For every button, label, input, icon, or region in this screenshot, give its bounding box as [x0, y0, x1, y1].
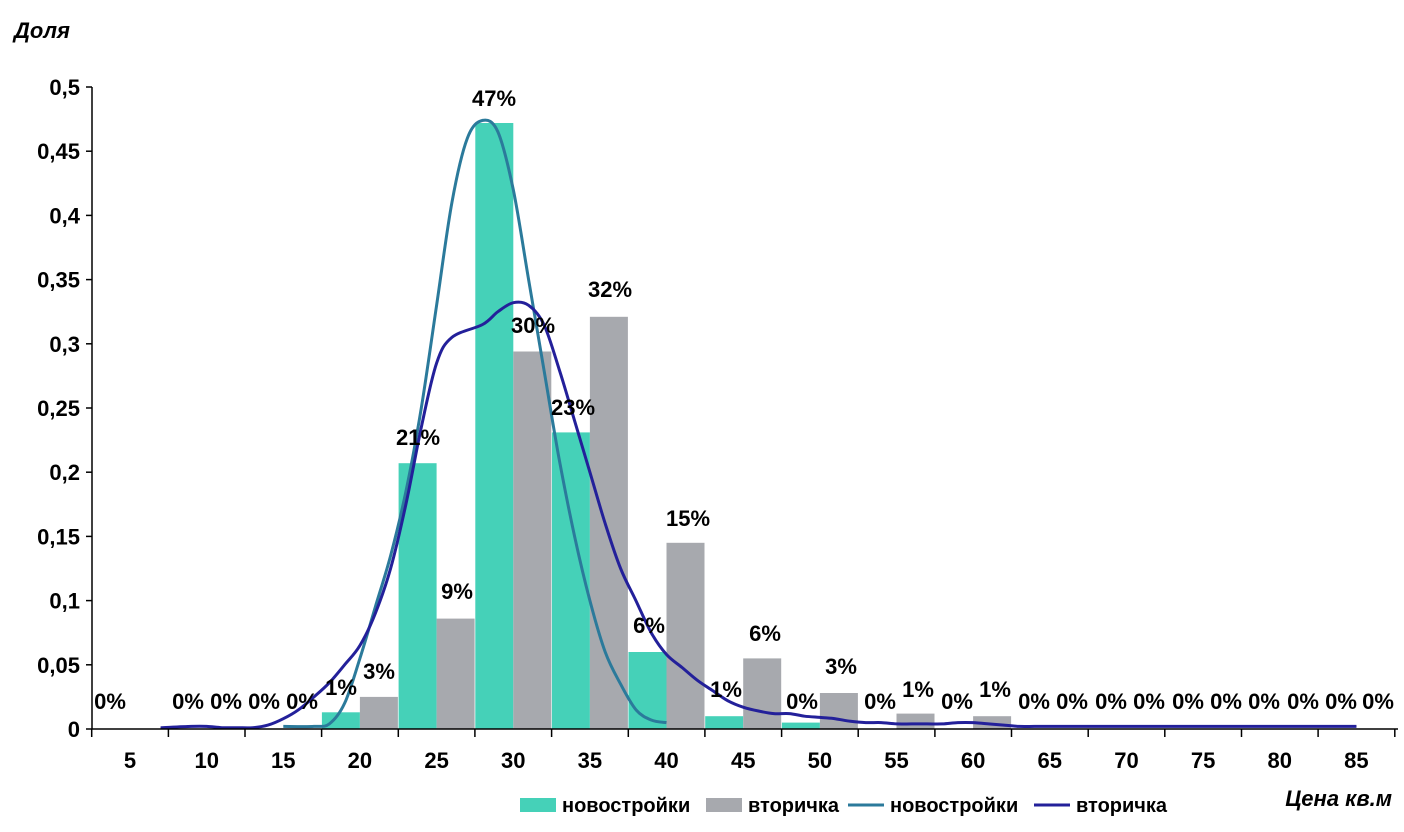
bar-secondary-35: [589, 316, 628, 729]
data-label: 47%: [472, 86, 516, 111]
bar-new-40: [628, 652, 667, 729]
y-tick-label: 0,4: [49, 203, 80, 228]
x-tick-label: 5: [124, 748, 136, 773]
x-tick-label: 85: [1344, 748, 1368, 773]
x-tick-label: 30: [501, 748, 525, 773]
data-label: 0%: [1210, 689, 1242, 714]
x-tick-label: 25: [424, 748, 448, 773]
data-label: 0%: [1018, 689, 1050, 714]
data-label: 6%: [749, 621, 781, 646]
data-label: 0%: [1133, 689, 1165, 714]
x-axis-title: Цена кв.м: [1285, 786, 1392, 811]
x-tick-label: 75: [1191, 748, 1215, 773]
x-tick-label: 40: [654, 748, 678, 773]
data-label: 21%: [396, 425, 440, 450]
x-tick-label: 35: [578, 748, 602, 773]
data-label: 0%: [286, 689, 318, 714]
data-label: 1%: [902, 677, 934, 702]
legend-label: вторичка: [748, 795, 840, 817]
data-label: 15%: [666, 506, 710, 531]
x-tick-label: 80: [1268, 748, 1292, 773]
y-tick-label: 0: [68, 717, 80, 742]
y-tick-label: 0,45: [37, 139, 80, 164]
bar-secondary-40: [666, 542, 705, 729]
data-label: 0%: [210, 689, 242, 714]
data-label: 23%: [551, 395, 595, 420]
data-label: 1%: [710, 677, 742, 702]
legend-label: вторичка: [1076, 795, 1168, 817]
data-label: 32%: [588, 277, 632, 302]
bar-secondary-55: [896, 713, 935, 729]
bar-new-50: [781, 722, 820, 729]
data-label: 0%: [1325, 689, 1357, 714]
data-label: 0%: [1248, 689, 1280, 714]
y-tick-label: 0,05: [37, 653, 80, 678]
y-axis-title: Доля: [12, 18, 70, 43]
x-tick-label: 20: [348, 748, 372, 773]
x-tick-label: 55: [884, 748, 908, 773]
data-label: 3%: [363, 659, 395, 684]
bar-secondary-50: [819, 693, 858, 729]
bar-new-30: [475, 123, 514, 729]
data-label: 0%: [1095, 689, 1127, 714]
curve-new: [283, 118, 667, 729]
lines-layer: [160, 118, 1357, 730]
legend-swatch-bar: [706, 798, 742, 812]
y-tick-label: 0,2: [49, 460, 80, 485]
data-label: 1%: [325, 675, 357, 700]
y-tick-label: 0,5: [49, 75, 80, 100]
data-label: 6%: [633, 613, 665, 638]
bar-new-45: [705, 716, 744, 729]
data-label: 0%: [248, 689, 280, 714]
data-label: 3%: [825, 654, 857, 679]
data-label: 0%: [172, 689, 204, 714]
bar-secondary-20: [359, 696, 398, 729]
bar-secondary-25: [436, 618, 475, 729]
y-tick-label: 0,35: [37, 268, 80, 293]
data-label: 0%: [864, 689, 896, 714]
data-label: 0%: [1362, 689, 1394, 714]
data-label: 30%: [511, 313, 555, 338]
y-tick-label: 0,3: [49, 332, 80, 357]
x-tick-label: 70: [1114, 748, 1138, 773]
data-label: 0%: [786, 689, 818, 714]
data-labels-layer: 0% 0% 0% 0% 0%1%3%21%9%47%30%23%32%6%15%1%6%…: [94, 86, 1394, 714]
y-tick-label: 0,25: [37, 396, 80, 421]
y-tick-label: 0,15: [37, 524, 80, 549]
x-tick-label: 65: [1038, 748, 1062, 773]
data-label: 0%: [94, 689, 126, 714]
data-label: 0%: [1287, 689, 1319, 714]
x-tick-label: 50: [808, 748, 832, 773]
x-tick-label: 10: [194, 748, 218, 773]
data-label: 0%: [1056, 689, 1088, 714]
x-tick-label: 15: [271, 748, 295, 773]
legend-label: новостройки: [890, 795, 1018, 817]
bar-new-20: [321, 712, 360, 729]
legend-swatch-bar: [520, 798, 556, 812]
x-tick-label: 45: [731, 748, 755, 773]
x-tick-label: 60: [961, 748, 985, 773]
curve-secondary: [160, 300, 1357, 730]
legend: новостройки вторичка новостройки вторичка: [520, 795, 1168, 817]
y-tick-label: 0,1: [49, 589, 80, 614]
bar-secondary-30: [513, 351, 552, 729]
legend-label: новостройки: [562, 795, 690, 817]
axes-layer: 0 0,05 0,1 0,15 0,2 0,25 0,3 0,35 0,4 0,45 0,5 5 10 1…: [37, 75, 1398, 773]
data-label: 0%: [1172, 689, 1204, 714]
bar-secondary-45: [743, 658, 782, 729]
data-label: 9%: [441, 579, 473, 604]
data-label: 1%: [979, 677, 1011, 702]
data-label: 0%: [941, 689, 973, 714]
